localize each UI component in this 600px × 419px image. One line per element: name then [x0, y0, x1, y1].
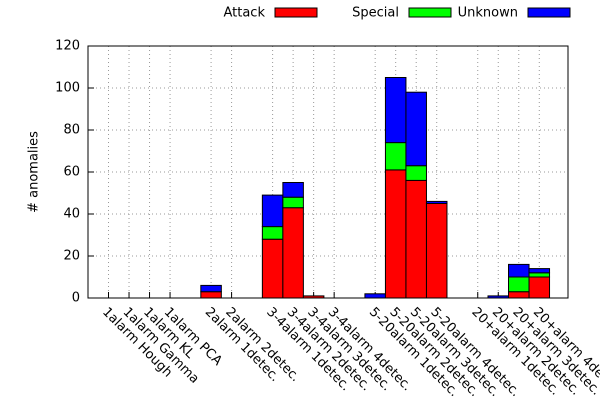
y-tick-label: 100: [55, 81, 80, 96]
bar-segment: [200, 291, 222, 299]
bar-segment: [528, 268, 551, 274]
bar-segment: [364, 293, 386, 299]
y-tick-label: 40: [63, 207, 80, 222]
bar-segment: [384, 77, 407, 144]
legend-swatch: [274, 7, 318, 18]
bar-segment: [425, 200, 448, 204]
bar-segment: [425, 203, 448, 299]
bar-segment: [261, 194, 284, 228]
bar-segment: [261, 238, 284, 299]
bar-segment: [384, 142, 407, 171]
y-axis-label: # anomalies: [27, 131, 42, 213]
plot-border: [87, 45, 569, 299]
bar-segment: [200, 284, 222, 293]
bar-segment: [405, 179, 427, 299]
legend-swatch: [527, 7, 571, 18]
legend-label: Special: [352, 6, 399, 21]
y-tick-label: 20: [63, 249, 80, 264]
bar-segment: [508, 291, 530, 299]
y-tick-label: 60: [63, 165, 80, 180]
bar-segment: [282, 182, 304, 198]
legend-label: Unknown: [458, 6, 518, 21]
bar-segment: [528, 276, 551, 299]
bar-segment: [508, 263, 530, 278]
bar-segment: [384, 169, 407, 299]
legend-swatch: [408, 7, 452, 18]
bar-segment: [282, 207, 304, 299]
y-tick-label: 0: [72, 291, 80, 306]
bar-segment: [405, 91, 427, 167]
bar-segment: [405, 165, 427, 181]
bar-segment: [261, 226, 284, 240]
bar-segment: [282, 196, 304, 209]
bar-segment: [508, 276, 530, 293]
legend-label: Attack: [223, 6, 265, 21]
y-tick-label: 80: [63, 123, 80, 138]
bar-segment: [528, 272, 551, 278]
y-tick-label: 120: [55, 39, 80, 54]
